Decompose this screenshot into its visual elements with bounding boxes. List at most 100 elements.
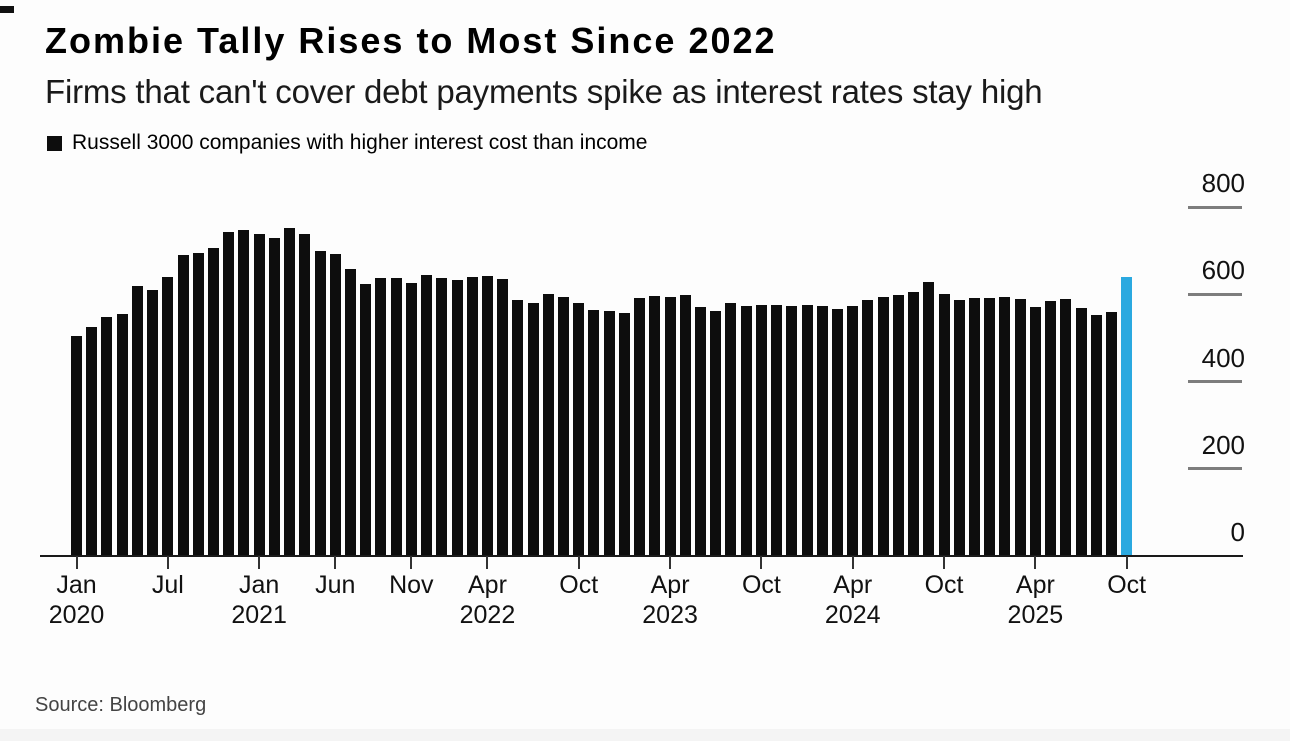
bar [451,279,463,556]
bar [923,282,935,556]
bar [497,278,509,556]
bar [984,298,996,556]
x-axis-tick [1034,556,1037,569]
x-axis-month-label: Apr [833,571,873,599]
bar [573,302,585,556]
bar [512,299,524,556]
x-axis-month-label: Apr [1015,571,1055,599]
x-axis-tick [410,556,413,569]
x-axis-tick [1125,556,1128,569]
y-axis-tick-label: 400 [1201,342,1245,373]
bar [588,309,600,556]
x-axis-year-label: 2021 [231,601,287,629]
bar [1090,315,1102,556]
bar [938,294,950,556]
legend: Russell 3000 companies with higher inter… [47,131,647,155]
bar [131,286,143,556]
bar [71,335,82,556]
x-axis-month-label: Oct [924,571,964,599]
corner-mark [0,6,14,13]
bar [101,316,113,556]
bar [847,306,859,556]
x-axis-month-label: Jun [315,571,356,599]
bar [953,299,965,556]
x-axis-tick [851,556,854,569]
bar [618,312,630,556]
bar [466,277,478,556]
y-axis-tick-label: 800 [1201,168,1245,198]
x-axis-year-label: 2023 [642,601,698,629]
bar [147,289,159,556]
bar [710,310,722,556]
bar [268,237,280,556]
x-axis-tick [258,556,261,569]
x-axis-month-label: Apr [467,571,507,599]
x-axis-month-label: Oct [1107,571,1147,599]
bar [1105,312,1117,556]
y-axis-tick-label: 200 [1201,429,1245,460]
x-axis-tick [334,556,337,569]
bar [375,278,387,556]
y-gridline-dash [1188,380,1242,383]
bar [527,302,539,556]
x-axis-month-label: Oct [741,571,781,599]
bar [725,302,737,556]
x-axis-tick [943,556,946,569]
bar [299,234,311,556]
bar [1060,299,1072,556]
bar [695,306,707,556]
x-axis-year-label: 2020 [48,601,105,629]
bar [999,296,1011,556]
bar [192,252,204,556]
bar [755,305,767,556]
x-axis-tick [486,556,489,569]
bar [405,282,417,556]
bar [664,297,676,556]
bar [1014,299,1026,556]
bar [284,227,296,556]
bar [421,275,433,556]
x-axis-tick [760,556,763,569]
bottom-band [0,729,1290,741]
bar [436,278,448,556]
bar [786,306,798,556]
bar [481,275,493,556]
bar [253,234,265,556]
bar [558,296,570,556]
chart-title: Zombie Tally Rises to Most Since 2022 [45,20,777,61]
x-axis-tick [166,556,169,569]
bar [86,326,98,556]
x-axis-tick [75,556,78,569]
bar [740,306,752,556]
bar [344,269,356,556]
bar [1075,308,1087,556]
bar [832,309,843,556]
bar [771,305,783,556]
bar [223,232,235,556]
x-axis-month-label: Nov [389,571,434,599]
bar [329,254,341,556]
bar [862,299,874,556]
x-axis-year-label: 2022 [459,601,516,629]
bar [603,310,615,556]
bar [314,250,326,556]
x-axis-tick [577,556,580,569]
x-axis-month-label: Oct [559,571,599,599]
x-axis-month-label: Apr [650,571,690,599]
bar [649,295,661,556]
bar [177,254,189,556]
bar-highlight-latest [1121,277,1133,556]
bar [801,305,813,556]
y-gridline-dash [1188,205,1242,209]
y-axis-tick-label: 0 [1230,517,1245,547]
x-axis-month-label: Jan [238,571,280,599]
y-gridline-dash [1188,292,1242,296]
x-axis-month-label: Jul [151,571,184,599]
bar [360,284,372,556]
bar [816,306,828,556]
bar [877,297,889,556]
x-axis-tick [669,556,672,569]
bar [207,248,219,556]
